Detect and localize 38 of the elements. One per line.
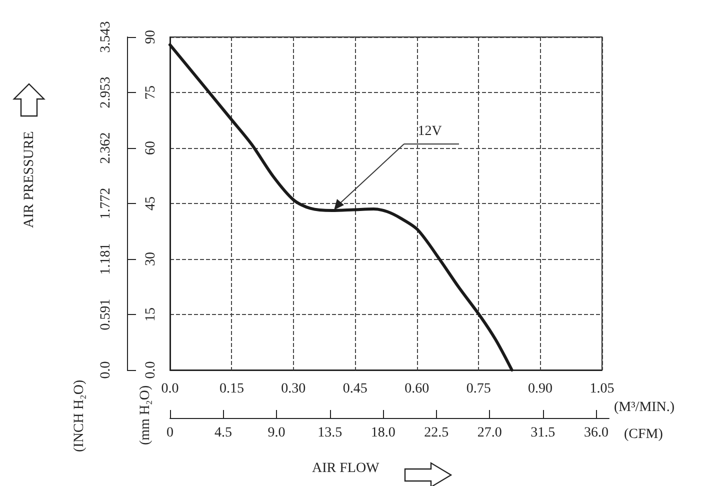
- y2-tick-label: 2.953: [98, 76, 114, 108]
- y2-tick-label: 1.772: [98, 188, 114, 220]
- y-tick-label: 15: [144, 308, 158, 322]
- x-tick-label: 0.45: [342, 382, 368, 396]
- x2-tick-label: 27.0: [477, 426, 502, 440]
- y2-tick-label: 2.362: [98, 132, 114, 164]
- y2-axis-title: (INCH H₂O): [72, 380, 88, 452]
- x2-tick-label: 31.5: [530, 426, 556, 440]
- x-tick-label: 1.05: [590, 382, 614, 396]
- x-tick-label: 0.75: [466, 382, 491, 396]
- y-tick-label: 0.0: [144, 361, 158, 379]
- x-tick-label: 0.15: [219, 382, 244, 396]
- y-axis-title: (mm H₂O): [138, 385, 154, 445]
- x2-tick-label: 9.0: [268, 426, 286, 440]
- text: AIR FLOW: [312, 461, 380, 477]
- y-tick-label: 45: [144, 196, 158, 210]
- y2-tick-label: 0.0: [98, 361, 114, 379]
- x2-tick-label: 18.0: [370, 426, 396, 440]
- y-tick-label: 30: [144, 252, 158, 266]
- x2-tick-label: 4.5: [214, 426, 232, 440]
- x-axis-title: (M³/MIN.): [614, 400, 675, 416]
- text: AIR PRESSURE: [22, 131, 38, 228]
- x2-tick-label: 0: [166, 426, 174, 440]
- x-tick-label: 0.0: [161, 382, 179, 396]
- x-tick-label: 0.30: [281, 382, 306, 396]
- y-tick-label: 60: [144, 141, 158, 155]
- x-tick-label: 0.60: [404, 382, 430, 396]
- x-tick-label: 0.90: [528, 382, 553, 396]
- y2-tick-label: 0.591: [98, 298, 114, 330]
- x2-tick-label: 13.5: [318, 426, 342, 440]
- x2-axis-title: (CFM): [624, 427, 663, 443]
- x2-tick-label: 36.0: [584, 426, 608, 440]
- y2-tick-label: 1.181: [98, 243, 114, 275]
- y-tick-label: 90: [144, 30, 158, 44]
- annotation: 12V: [418, 124, 442, 140]
- y2-tick-label: 3.543: [98, 21, 114, 53]
- x2-tick-label: 22.5: [424, 426, 449, 440]
- y-tick-label: 75: [144, 86, 158, 100]
